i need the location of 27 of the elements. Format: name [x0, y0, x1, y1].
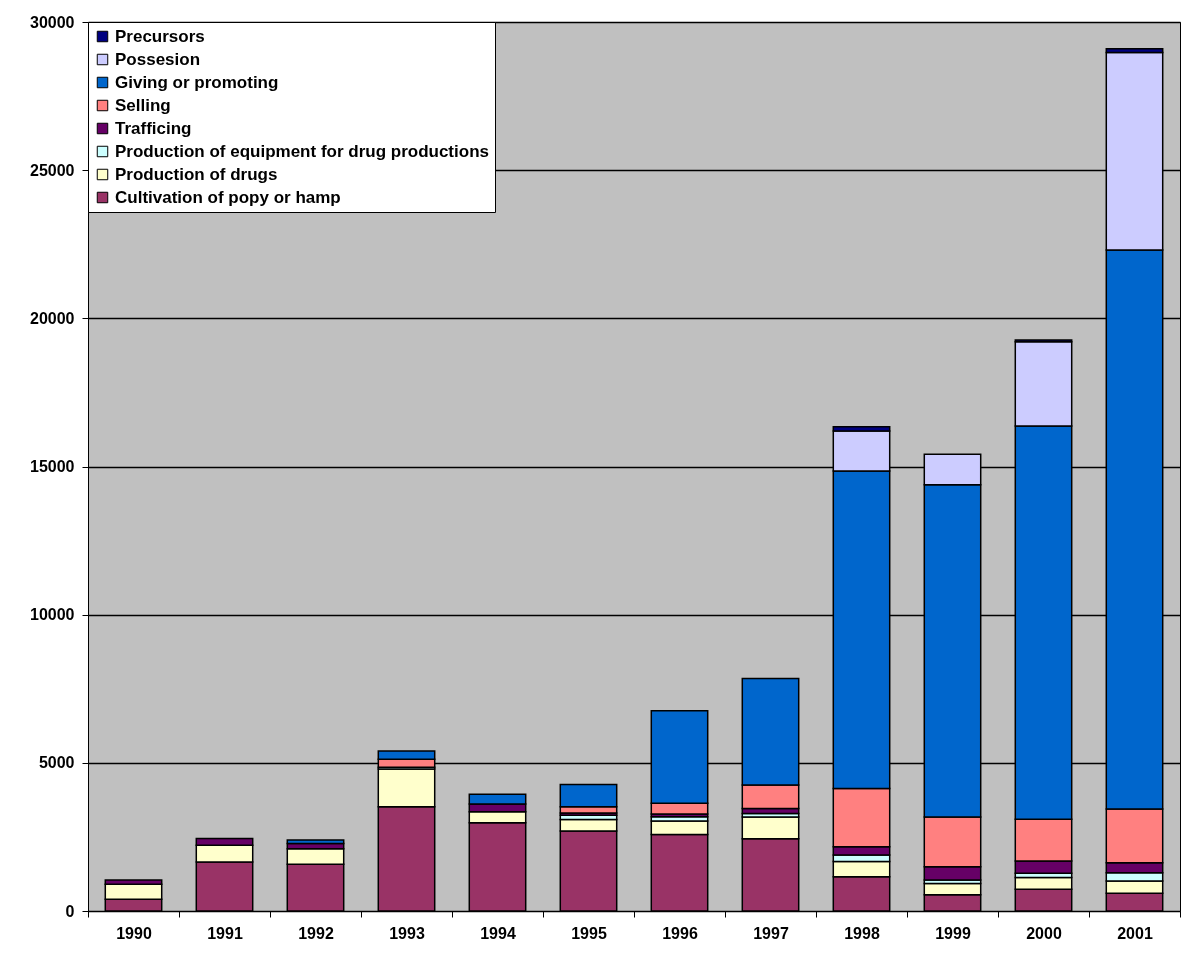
- legend-label: Cultivation of popy or hamp: [115, 187, 341, 207]
- x-tick-label: 1999: [935, 924, 971, 942]
- y-tick-label: 5000: [38, 754, 75, 772]
- y-tick-label: 20000: [30, 309, 75, 327]
- legend-label: Production of equipment for drug productions: [115, 141, 489, 161]
- x-tick-label: 1995: [571, 924, 607, 942]
- y-tick-label: 0: [65, 902, 75, 920]
- x-tick-label: 1994: [480, 924, 516, 942]
- legend-label: Possesion: [115, 49, 201, 69]
- x-tick-label: 2001: [1117, 924, 1153, 942]
- x-tick-label: 1991: [207, 924, 243, 942]
- y-tick-label: 15000: [30, 458, 75, 475]
- y-tick-label: 30000: [30, 13, 75, 31]
- x-tick-label: 1997: [753, 924, 789, 942]
- x-tick-label: 1990: [116, 924, 152, 942]
- legend-label: Selling: [115, 95, 171, 115]
- x-tick-label: 1996: [662, 924, 698, 942]
- x-tick-label: 2000: [1026, 924, 1062, 942]
- legend-label: Production of drugs: [115, 164, 278, 184]
- x-tick-label: 1992: [298, 924, 334, 942]
- y-tick-label: 25000: [30, 161, 75, 179]
- x-tick-label: 1993: [389, 924, 425, 942]
- y-tick-label: 10000: [30, 606, 75, 624]
- legend-label: Trafficing: [115, 118, 192, 138]
- legend-label: Giving or promoting: [115, 72, 279, 92]
- x-tick-label: 1998: [844, 924, 880, 942]
- legend-label: Precursors: [115, 26, 205, 46]
